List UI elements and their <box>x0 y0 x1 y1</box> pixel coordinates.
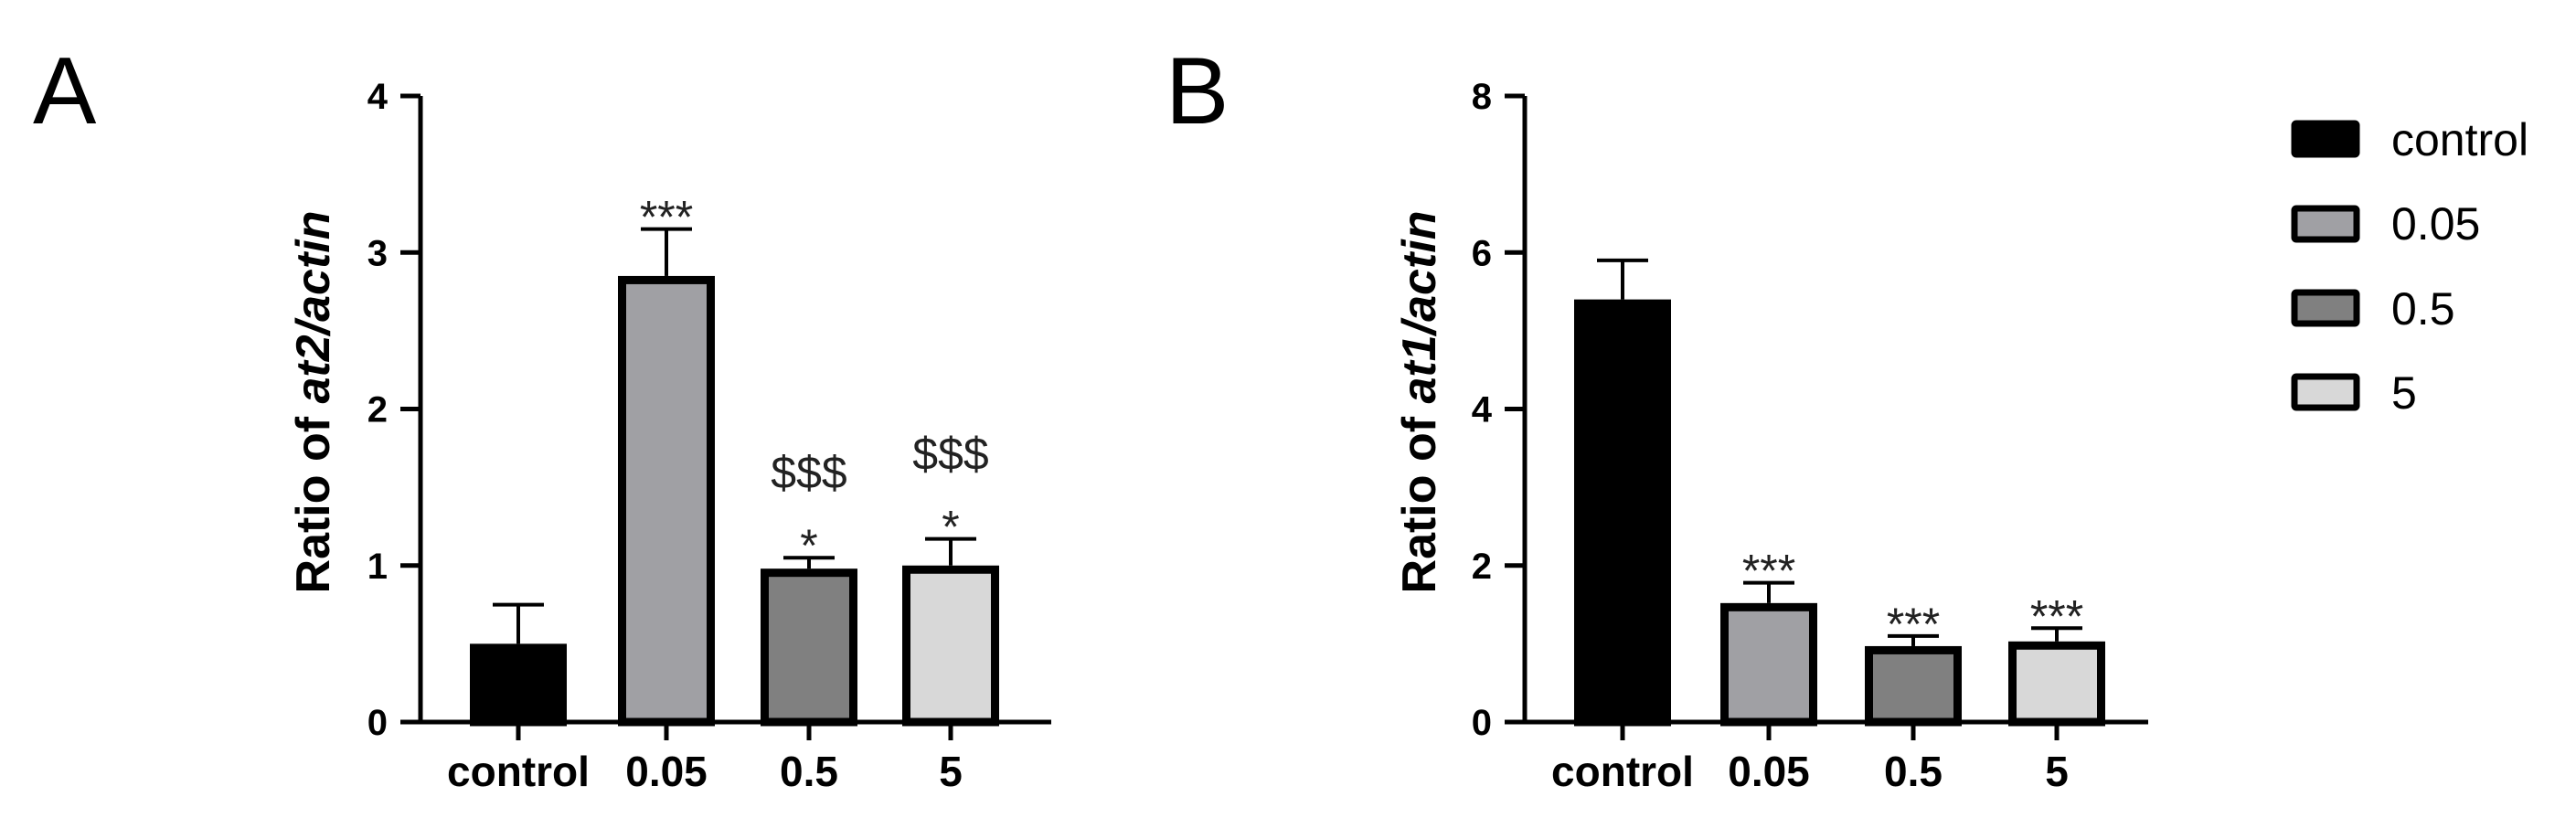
legend-label-5: 5 <box>2391 367 2417 419</box>
panel-a-ylabel: Ratio of at2/actin <box>287 211 340 594</box>
panel-b-x-tick-label-0-05: 0.05 <box>1728 748 1810 795</box>
panel-b-y-tick-label-8: 8 <box>1472 77 1492 117</box>
panel-b-plot: 0 2 4 6 8 control 0.05 0.5 5 *** *** *** <box>1472 77 2148 795</box>
panel-b-ylabel: Ratio of at1/actin <box>1393 211 1446 594</box>
legend-swatch-0-5 <box>2291 289 2360 327</box>
panel-b: B Ratio of at1/actin 0 2 4 6 8 control 0.05 0.5… <box>1166 38 2148 795</box>
panel-b-x-tick-label-0-5: 0.5 <box>1884 748 1943 795</box>
panel-b-x-tick-label-control: control <box>1551 748 1694 795</box>
panel-a-annotation-5-1: * <box>942 502 959 553</box>
panel-b-y-tick-label-4: 4 <box>1472 390 1493 430</box>
panel-b-annotation-5-0: *** <box>2030 590 2083 642</box>
panel-a-y-tick-label-2: 2 <box>367 390 388 430</box>
panel-a-y-tick-label-1: 1 <box>367 547 388 587</box>
panel-a: A Ratio of at2/actin 0 1 2 3 4 control 0.05 0.5… <box>33 38 1051 795</box>
panel-b-annotation-0-5-0: *** <box>1887 599 1940 650</box>
legend-swatch-control <box>2291 120 2360 158</box>
panel-a-annotation-0-05-0: *** <box>640 192 693 243</box>
panel-b-x-tick-label-5: 5 <box>2045 748 2069 795</box>
panel-a-y-tick-label-4: 4 <box>367 77 389 117</box>
panel-a-plot: 0 1 2 3 4 control 0.05 0.5 5 *** $$$ * $$$ * <box>367 77 1051 795</box>
panel-b-y-tick-label-6: 6 <box>1472 233 1492 273</box>
panel-b-annotation-0-05-0: *** <box>1742 546 1795 597</box>
panel-b-bar-0-5 <box>1865 645 1962 727</box>
legend-label-0-5: 0.5 <box>2391 283 2455 335</box>
panel-a-x-tick-label-0-05: 0.05 <box>625 748 708 795</box>
panel-b-y-tick-label-0: 0 <box>1472 703 1492 743</box>
panel-a-annotation-5-0: $$$ <box>912 429 988 480</box>
panel-a-bar-control <box>470 643 567 727</box>
panel-a-x-tick-label-5: 5 <box>939 748 963 795</box>
panel-a-y-tick-label-0: 0 <box>367 703 388 743</box>
panel-a-bar-0-05 <box>618 275 715 727</box>
panel-a-letter: A <box>33 38 97 144</box>
legend-swatch-0-05 <box>2291 205 2360 243</box>
panel-b-bar-control <box>1574 299 1671 727</box>
panel-a-x-tick-label-control: control <box>447 748 590 795</box>
panel-a-bar-5 <box>902 565 999 727</box>
panel-b-bar-0-05 <box>1720 602 1817 727</box>
panel-a-y-tick-label-3: 3 <box>367 233 388 273</box>
panel-b-y-tick-label-2: 2 <box>1472 547 1492 587</box>
panel-a-bar-0-5 <box>761 568 857 727</box>
panel-a-annotation-0-5-0: $$$ <box>771 447 846 498</box>
panel-a-x-tick-label-0-5: 0.5 <box>780 748 838 795</box>
legend-label-control: control <box>2391 114 2528 165</box>
legend-swatch-5 <box>2291 373 2360 411</box>
panel-b-bar-5 <box>2008 641 2105 727</box>
panel-b-letter: B <box>1166 38 1229 144</box>
panel-a-annotation-0-5-1: * <box>800 520 817 571</box>
legend: control 0.05 0.5 5 <box>2291 114 2528 419</box>
legend-label-0-05: 0.05 <box>2391 198 2480 250</box>
